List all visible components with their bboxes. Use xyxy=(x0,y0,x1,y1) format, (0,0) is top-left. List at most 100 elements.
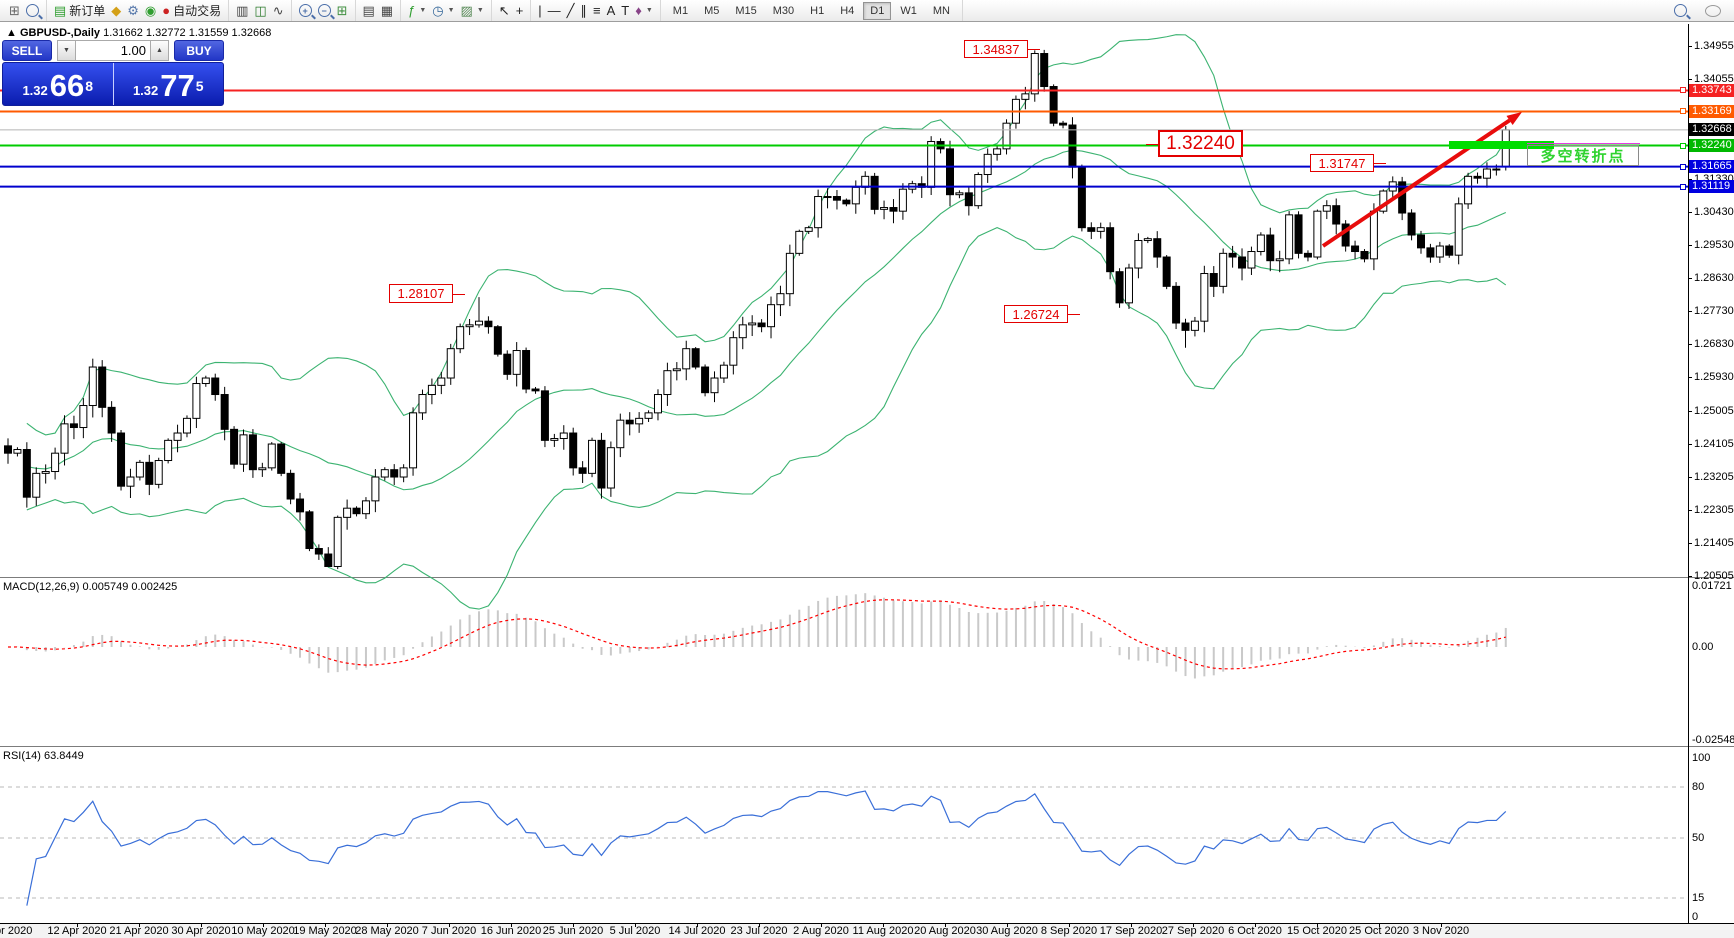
bar-chart-icon[interactable]: ▥ xyxy=(233,2,251,20)
price-tick-label: 1.34055 xyxy=(1694,73,1734,85)
timeframe-m15[interactable]: M15 xyxy=(735,4,757,17)
autotrading-button[interactable]: ● 自动交易 xyxy=(159,2,224,20)
period-icon-dropdown-arrow[interactable]: ▼ xyxy=(447,7,455,14)
sell-button[interactable]: SELL xyxy=(2,40,52,61)
date-tick-mark xyxy=(697,923,698,927)
price-tick-mark xyxy=(1688,575,1692,577)
timeframe-toolbar: M1 M5 M15 M30 H1 H4 D1 W1 MN xyxy=(661,0,963,21)
macd-axis-label: -0.025487 xyxy=(1692,734,1734,746)
horizontal-line-icon[interactable]: — xyxy=(545,2,564,20)
template-icon[interactable]: ▨ ▼ xyxy=(458,2,487,20)
price-label-1.31747[interactable]: 1.31747 xyxy=(1310,154,1374,172)
period-icon[interactable]: ◷ ▼ xyxy=(429,2,457,20)
timeframe-m30[interactable]: M30 xyxy=(772,4,795,17)
date-tick-mark xyxy=(883,923,884,927)
price-badge-1.33743[interactable]: 1.33743 xyxy=(1689,83,1734,97)
timeframe-h4[interactable]: H4 xyxy=(840,4,855,17)
price-tick-mark xyxy=(1688,277,1692,279)
fibonacci-icon[interactable]: ≡ xyxy=(590,2,604,20)
new-order-button[interactable]: ▤ 新订单 xyxy=(51,2,108,20)
price-tick-label: 1.25930 xyxy=(1694,370,1734,383)
timeframe-mn[interactable]: MN xyxy=(932,4,950,17)
price-badge-1.31119[interactable]: 1.31119 xyxy=(1689,180,1734,194)
text-icon[interactable]: A xyxy=(604,2,619,20)
zoom-out-icon[interactable]: − xyxy=(315,2,334,20)
template-icon-dropdown-arrow[interactable]: ▼ xyxy=(476,7,484,14)
zoom-in-icon[interactable]: + xyxy=(296,2,315,20)
rsi-axis-label: 15 xyxy=(1692,892,1705,904)
date-label: 16 Jun 2020 xyxy=(480,925,542,937)
crosshair-icon[interactable]: + xyxy=(513,2,527,20)
search-icon[interactable] xyxy=(1671,2,1690,20)
price-badge-1.33169[interactable]: 1.33169 xyxy=(1689,104,1734,118)
data-window-icon[interactable]: ▤ xyxy=(360,2,378,20)
date-label: 17 Sep 2020 xyxy=(1099,925,1163,937)
macd-axis-label: 0.01721 xyxy=(1692,580,1732,592)
support-highlight-bar[interactable] xyxy=(1449,141,1554,149)
date-label: 27 Sep 2020 xyxy=(1161,925,1225,937)
price-tick-label: 1.24105 xyxy=(1694,437,1734,450)
bull-bear-turning-point-note[interactable]: 多空转折点 xyxy=(1527,145,1639,166)
new-order-button-label: 新订单 xyxy=(69,4,106,18)
chat-icon[interactable] xyxy=(1702,2,1724,20)
date-label: 2 Aug 2020 xyxy=(793,925,849,937)
sell-price[interactable]: 1.32 66 8 xyxy=(3,63,114,105)
charts-window-icon[interactable]: ⊞ xyxy=(6,2,23,20)
candlestick-chart-icon[interactable]: ◫ xyxy=(251,2,269,20)
preview-icon[interactable] xyxy=(23,2,42,20)
volume-decrease-button[interactable]: ▼ xyxy=(57,40,76,61)
macd-signal-line xyxy=(7,599,1506,670)
price-label-callout xyxy=(453,293,465,295)
rsi-line xyxy=(26,790,1507,906)
date-tick-mark xyxy=(139,923,140,927)
buy-button[interactable]: BUY xyxy=(174,40,224,61)
fibonacci-icon-glyph: ≡ xyxy=(593,3,601,18)
date-tick-mark xyxy=(821,923,822,927)
add-indicator-icon-dropdown-arrow[interactable]: ▼ xyxy=(419,7,427,14)
add-indicator-icon-glyph: ƒ xyxy=(408,3,416,18)
trend-arrow[interactable] xyxy=(1321,118,1511,248)
price-label-1.26724[interactable]: 1.26724 xyxy=(1004,305,1068,323)
styler-icon[interactable]: ◆ xyxy=(108,2,124,20)
timeframe-d1[interactable]: D1 xyxy=(863,1,892,20)
arrows-icon[interactable]: ♦ ▼ xyxy=(632,2,656,20)
cursor-icon[interactable]: ↖ xyxy=(496,2,513,20)
date-label: 10 May 2020 xyxy=(231,925,295,937)
toolbar-group-1: ▤ 新订单 ◆ ⚙ ◉ ● 自动交易 xyxy=(47,0,230,21)
price-label-1.28107[interactable]: 1.28107 xyxy=(389,284,453,303)
trend-arrow-head xyxy=(1506,112,1522,125)
period-icon-glyph: ◷ xyxy=(432,3,444,18)
timeframe-m5[interactable]: M5 xyxy=(704,4,720,17)
volume-increase-button[interactable]: ▲ xyxy=(150,40,169,61)
volume-input[interactable] xyxy=(76,40,150,61)
timeframe-w1[interactable]: W1 xyxy=(900,4,917,17)
toolbar-group-6: ↖ + xyxy=(492,0,532,21)
vertical-line-icon[interactable]: | xyxy=(535,2,544,20)
signals-icon[interactable]: ◉ xyxy=(142,2,159,20)
price-badge-1.31665[interactable]: 1.31665 xyxy=(1689,160,1734,174)
tile-windows-icon[interactable]: ⊞ xyxy=(334,2,351,20)
add-indicator-icon[interactable]: ƒ ▼ xyxy=(405,2,429,20)
line-chart-icon[interactable]: ∿ xyxy=(270,2,287,20)
equidistant-channel-icon[interactable]: ∥ xyxy=(578,2,591,20)
price-tick-mark xyxy=(1688,376,1692,378)
autotrading-button-label: 自动交易 xyxy=(173,4,222,18)
expert-advisor-icon[interactable]: ⚙ xyxy=(124,2,142,20)
text-label-icon[interactable]: T xyxy=(618,2,632,20)
trendline-icon-glyph: ╱ xyxy=(566,3,575,18)
arrows-icon-dropdown-arrow[interactable]: ▼ xyxy=(645,7,653,14)
price-label-callout xyxy=(1146,143,1158,145)
price-badge-1.32240[interactable]: 1.32240 xyxy=(1689,139,1734,153)
price-label-1.34837[interactable]: 1.34837 xyxy=(964,40,1028,58)
price-tick-mark xyxy=(1688,46,1692,47)
price-badge-1.32668[interactable]: 1.32668 xyxy=(1689,123,1734,137)
timeframe-m1[interactable]: M1 xyxy=(672,4,689,17)
date-label: 6 Oct 2020 xyxy=(1228,925,1282,937)
price-label-1.32240[interactable]: 1.32240 xyxy=(1158,130,1243,157)
zoom-in-icon: + xyxy=(298,4,312,17)
trendline-icon[interactable]: ╱ xyxy=(564,2,578,20)
buy-price[interactable]: 1.32 77 5 xyxy=(114,63,224,105)
timeframe-h1[interactable]: H1 xyxy=(810,4,825,17)
strategy-tester-icon[interactable]: ▦ xyxy=(378,2,396,20)
